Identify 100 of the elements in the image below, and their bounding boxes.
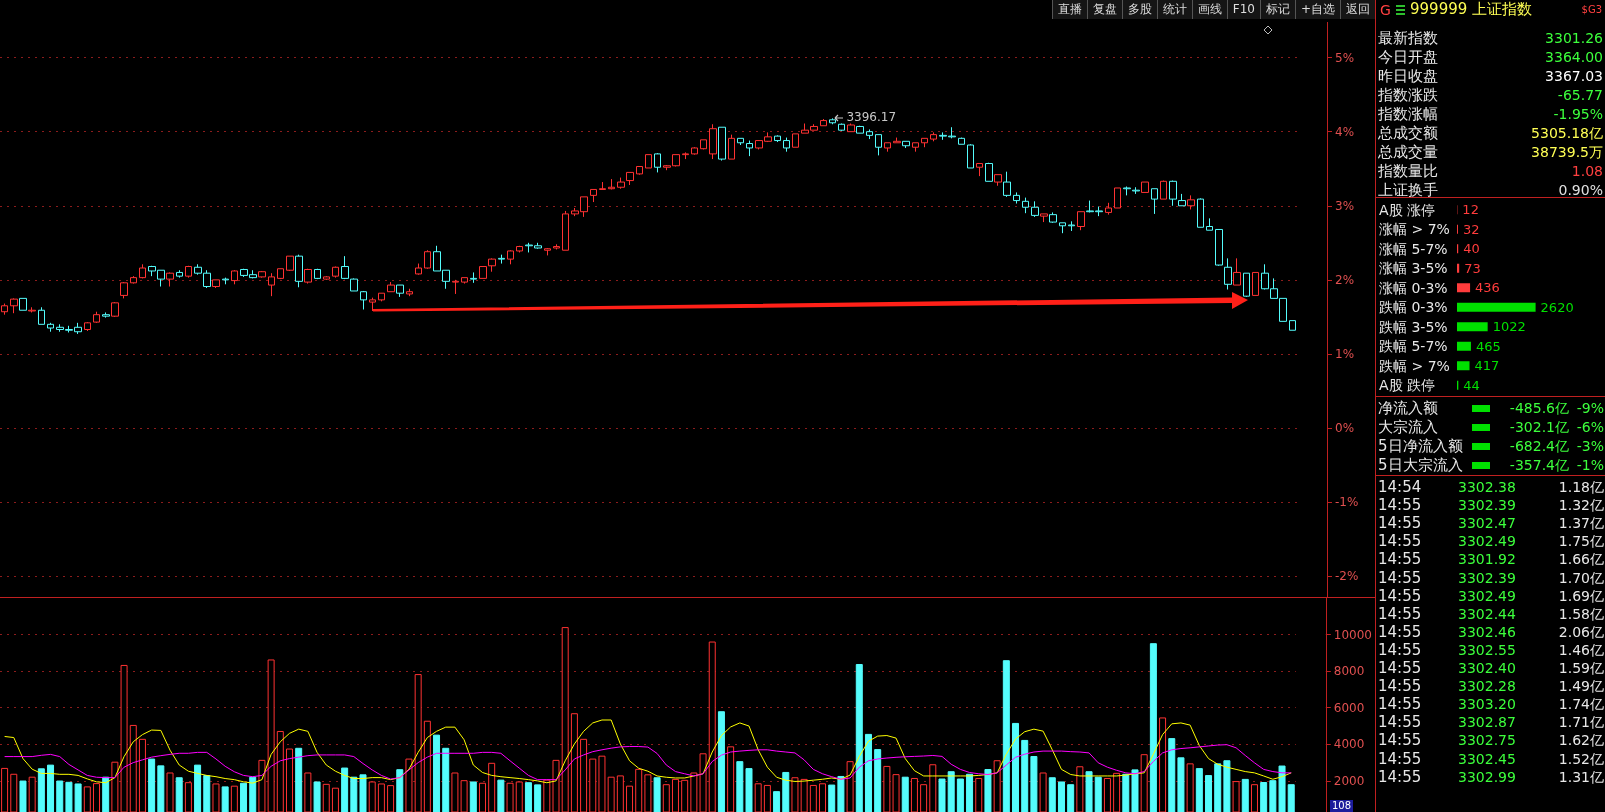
text: 画线 (1191, 0, 1227, 19)
candlestick (866, 128, 873, 140)
y-tick-label: 10000 (1333, 627, 1373, 642)
candlestick (654, 152, 661, 173)
text: 1.18亿 (1558, 479, 1604, 495)
candlestick (636, 165, 643, 176)
data-label: 12 (1462, 202, 1479, 218)
text: -1.95% (1553, 106, 1603, 123)
candlestick (912, 142, 919, 153)
line-series (4, 744, 1292, 781)
text: -682.4亿 (1509, 438, 1569, 454)
text: 直播 (1051, 0, 1087, 19)
category-label: 5日大宗流入 (1378, 456, 1463, 474)
text: 1.46亿 (1558, 641, 1604, 658)
y-tick-label: 1% (1335, 346, 1355, 361)
candlestick (378, 292, 385, 302)
candlestick (590, 188, 597, 203)
candlestick (323, 275, 330, 281)
data-label: 44 (1463, 377, 1480, 393)
candlestick (774, 134, 781, 143)
candlestick (728, 134, 735, 160)
y-tick-label: 2000 (1333, 773, 1365, 788)
candlestick (360, 290, 367, 310)
text: 3302.45 (1458, 750, 1516, 767)
y-tick-label: 跌幅 3-5% (1379, 318, 1448, 335)
text: G (1380, 2, 1391, 18)
candlestick (562, 210, 569, 251)
candlestick (976, 163, 983, 177)
data-label: 40 (1463, 241, 1480, 257)
text: -9% (1576, 400, 1604, 416)
category-label: 14:55 (1378, 695, 1422, 714)
text: 3302.49 (1458, 587, 1516, 604)
text: 3302.40 (1458, 660, 1516, 676)
candlestick (1252, 271, 1259, 296)
category-label: 指数量比 (1378, 162, 1438, 181)
category-label: 14:55 (1378, 514, 1422, 533)
category-label: 14:55 (1378, 604, 1422, 623)
candlestick (470, 271, 477, 284)
text: 2.06亿 (1558, 623, 1604, 640)
category-label: 14:55 (1378, 749, 1422, 768)
candlestick (130, 275, 137, 285)
text: $G3 (1581, 4, 1602, 15)
text: -3% (1576, 438, 1604, 454)
text: 1.08 (1571, 163, 1603, 180)
text: 1.37亿 (1558, 515, 1604, 532)
line-series (4, 719, 1292, 784)
y-tick-label: 跌幅 > 7% (1379, 357, 1450, 374)
text: 1.71亿 (1558, 714, 1604, 731)
y-tick-label: 4% (1335, 124, 1355, 139)
candlestick (369, 297, 376, 312)
category-label: 14:55 (1378, 713, 1422, 732)
y-tick-label: 跌幅 0-3% (1379, 299, 1448, 316)
candlestick (1289, 320, 1296, 331)
candlestick (682, 151, 689, 160)
candlestick (452, 279, 459, 295)
text: 108 (1329, 800, 1353, 812)
candlestick (608, 178, 615, 190)
text: 3302.39 (1458, 497, 1516, 514)
bar (1457, 361, 1470, 371)
text: 多股 (1121, 0, 1157, 19)
candlestick (498, 254, 505, 265)
candlestick (120, 281, 128, 299)
category-label: 14:55 (1378, 767, 1422, 786)
candlestick (406, 288, 413, 297)
text: 1.69亿 (1558, 587, 1604, 604)
candlestick (1068, 220, 1075, 232)
candlestick (1013, 191, 1020, 205)
text: 3301.92 (1458, 551, 1516, 568)
candlestick (1059, 222, 1066, 234)
category-label: 14:55 (1378, 622, 1422, 641)
candlestick (553, 243, 560, 250)
y-tick-label: -2% (1335, 569, 1359, 584)
candlestick (415, 263, 422, 276)
candlestick (967, 143, 974, 169)
text: 1.75亿 (1558, 533, 1604, 550)
y-tick-label: 涨幅 3-5% (1379, 260, 1448, 277)
y-tick-label: A股 跌停 (1379, 377, 1436, 394)
category-label: 昨日收盘 (1378, 67, 1438, 86)
text: 3302.49 (1458, 533, 1516, 550)
text: 1.66亿 (1558, 551, 1604, 568)
candlestick (700, 139, 707, 150)
candlestick (746, 140, 753, 157)
y-tick-label: 涨幅 > 7% (1379, 221, 1450, 238)
candlestick (1206, 217, 1213, 231)
bar (1457, 302, 1536, 312)
category-label: 14:55 (1378, 550, 1422, 569)
y-tick-label: 涨幅 0-3% (1379, 279, 1448, 296)
candlestick (516, 245, 523, 253)
y-tick-label: 3% (1335, 198, 1355, 213)
data-label: 417 (1474, 358, 1500, 374)
y-tick-label: 4000 (1333, 737, 1365, 752)
candlestick (921, 137, 928, 148)
candlestick (38, 306, 45, 325)
text: 5305.18亿 (1531, 125, 1603, 142)
text: 3364.00 (1545, 49, 1603, 66)
text: 返回 (1340, 0, 1375, 19)
text: 3301.26 (1545, 30, 1603, 46)
candlestick (783, 137, 790, 153)
candlestick (176, 269, 183, 279)
candlestick (875, 134, 882, 156)
